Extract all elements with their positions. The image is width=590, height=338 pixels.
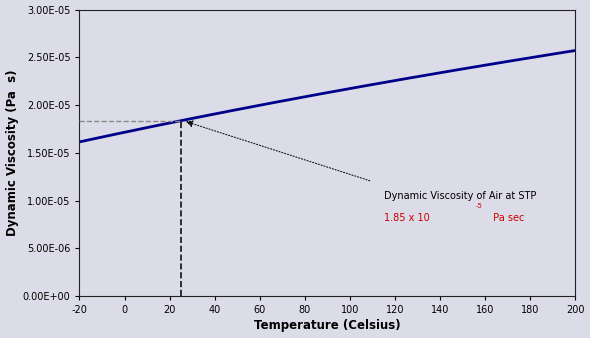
Text: Pa sec: Pa sec (490, 213, 524, 223)
Text: 1.85 x 10: 1.85 x 10 (384, 213, 430, 223)
Text: -5: -5 (476, 203, 483, 210)
X-axis label: Temperature (Celsius): Temperature (Celsius) (254, 319, 401, 333)
Text: Dynamic Viscosity of Air at STP: Dynamic Viscosity of Air at STP (384, 191, 536, 201)
Y-axis label: Dynamic Viscosity (Pa  s): Dynamic Viscosity (Pa s) (5, 70, 18, 236)
